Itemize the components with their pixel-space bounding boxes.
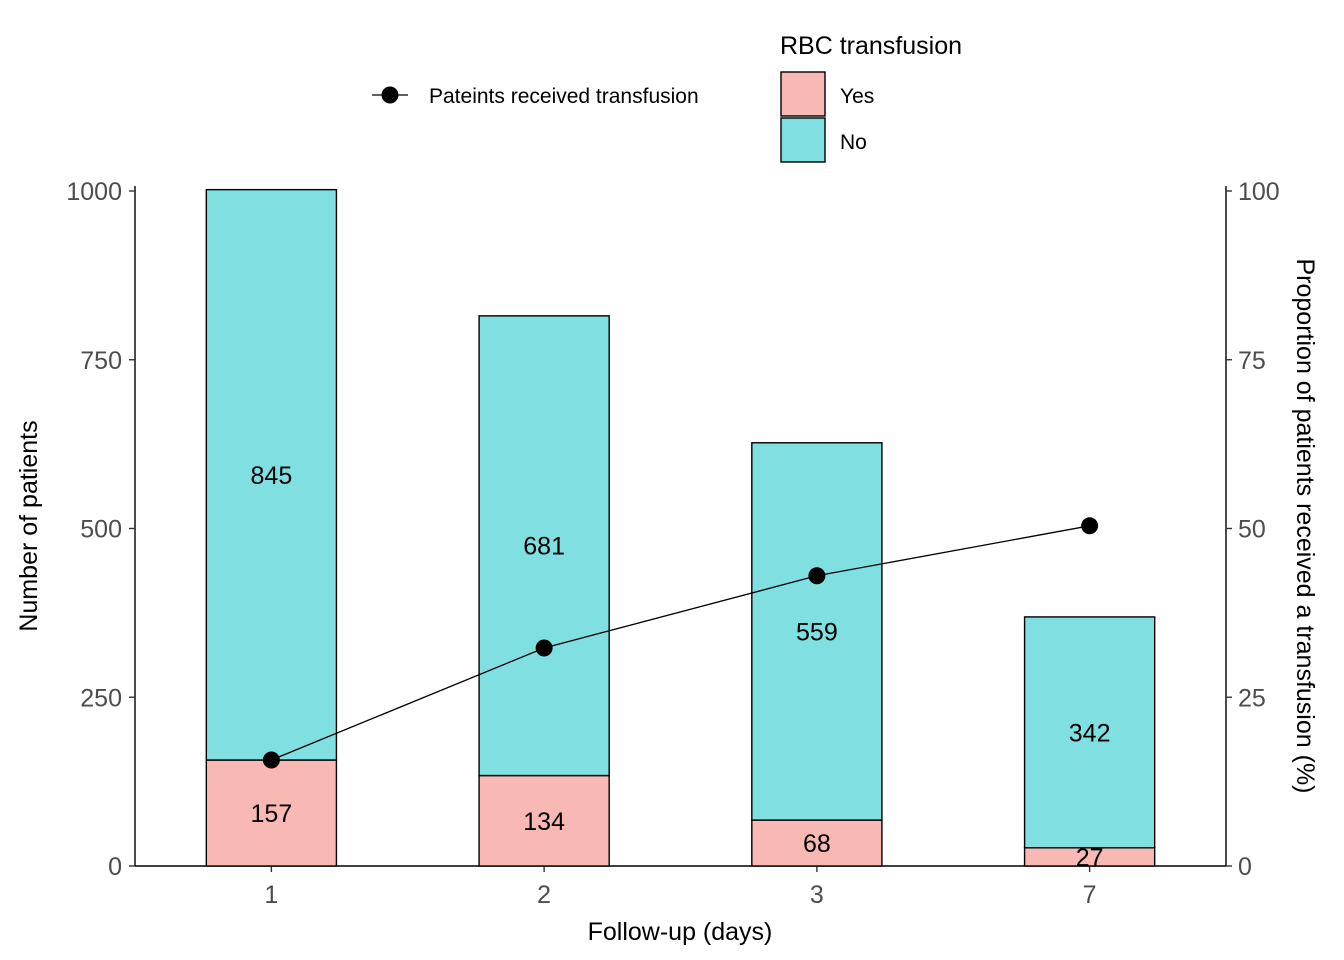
bar-no-1 <box>205 188 338 761</box>
y-left-tick-label: 500 <box>80 516 122 544</box>
y-axis-right-title: Proportion of patients received a transf… <box>1291 259 1319 794</box>
x-ticks: 1 2 3 7 <box>264 866 1097 909</box>
bar-value-label: 342 <box>1069 719 1111 747</box>
line-legend: Pateints received transfusion <box>372 85 699 108</box>
y-right-tick-label: 50 <box>1238 516 1266 544</box>
transfusion-point <box>262 751 280 769</box>
line-legend-label: Pateints received transfusion <box>429 85 699 108</box>
x-tick-label: 1 <box>264 881 278 909</box>
x-tick-label: 3 <box>810 881 824 909</box>
legend-swatch-yes <box>780 71 826 117</box>
transfusion-point <box>808 567 826 585</box>
bar-value-label: 681 <box>523 533 565 561</box>
y-left-tick-label: 750 <box>80 347 122 375</box>
x-tick-label: 7 <box>1083 881 1097 909</box>
transfusion-point <box>535 639 553 657</box>
bar-value-label: 134 <box>523 808 565 836</box>
bar-yes-3 <box>751 819 883 867</box>
x-axis-title: Follow-up (days) <box>588 918 773 946</box>
y-right-tick-label: 25 <box>1238 684 1266 712</box>
y-left-tick-label: 250 <box>80 684 122 712</box>
bar-value-label: 559 <box>796 618 838 646</box>
bar-no-3 <box>751 442 883 821</box>
line-layer <box>262 517 1099 769</box>
y-ticks-right: 0 25 50 75 100 <box>1226 178 1280 881</box>
bar-labels: 157 845 134 681 68 559 27 342 <box>251 462 1111 872</box>
bar-value-label: 27 <box>1076 844 1104 872</box>
line-legend-key-point <box>381 86 399 104</box>
y-axis-left-title: Number of patients <box>15 420 43 631</box>
bars <box>205 188 1156 867</box>
y-ticks-left: 0 250 500 750 1000 <box>66 178 135 881</box>
y-right-tick-label: 75 <box>1238 347 1266 375</box>
bar-no-2 <box>478 315 610 777</box>
bar-value-label: 68 <box>803 830 831 858</box>
transfusion-point <box>1081 517 1099 535</box>
bar-no-7 <box>1023 616 1156 849</box>
y-left-tick-label: 1000 <box>66 178 122 206</box>
transfusion-line <box>271 525 1090 761</box>
y-right-tick-label: 0 <box>1238 853 1252 881</box>
legend-swatch-no <box>780 117 826 163</box>
bar-value-label: 845 <box>251 462 293 490</box>
x-tick-label: 2 <box>537 881 551 909</box>
bar-value-label: 157 <box>251 800 293 828</box>
legend-label-no: No <box>840 131 867 154</box>
fill-legend-title: RBC transfusion <box>780 32 962 60</box>
fill-legend: RBC transfusion Yes No <box>780 32 962 163</box>
legend-label-yes: Yes <box>840 85 874 108</box>
y-right-tick-label: 100 <box>1238 178 1280 206</box>
y-left-tick-label: 0 <box>108 853 122 881</box>
